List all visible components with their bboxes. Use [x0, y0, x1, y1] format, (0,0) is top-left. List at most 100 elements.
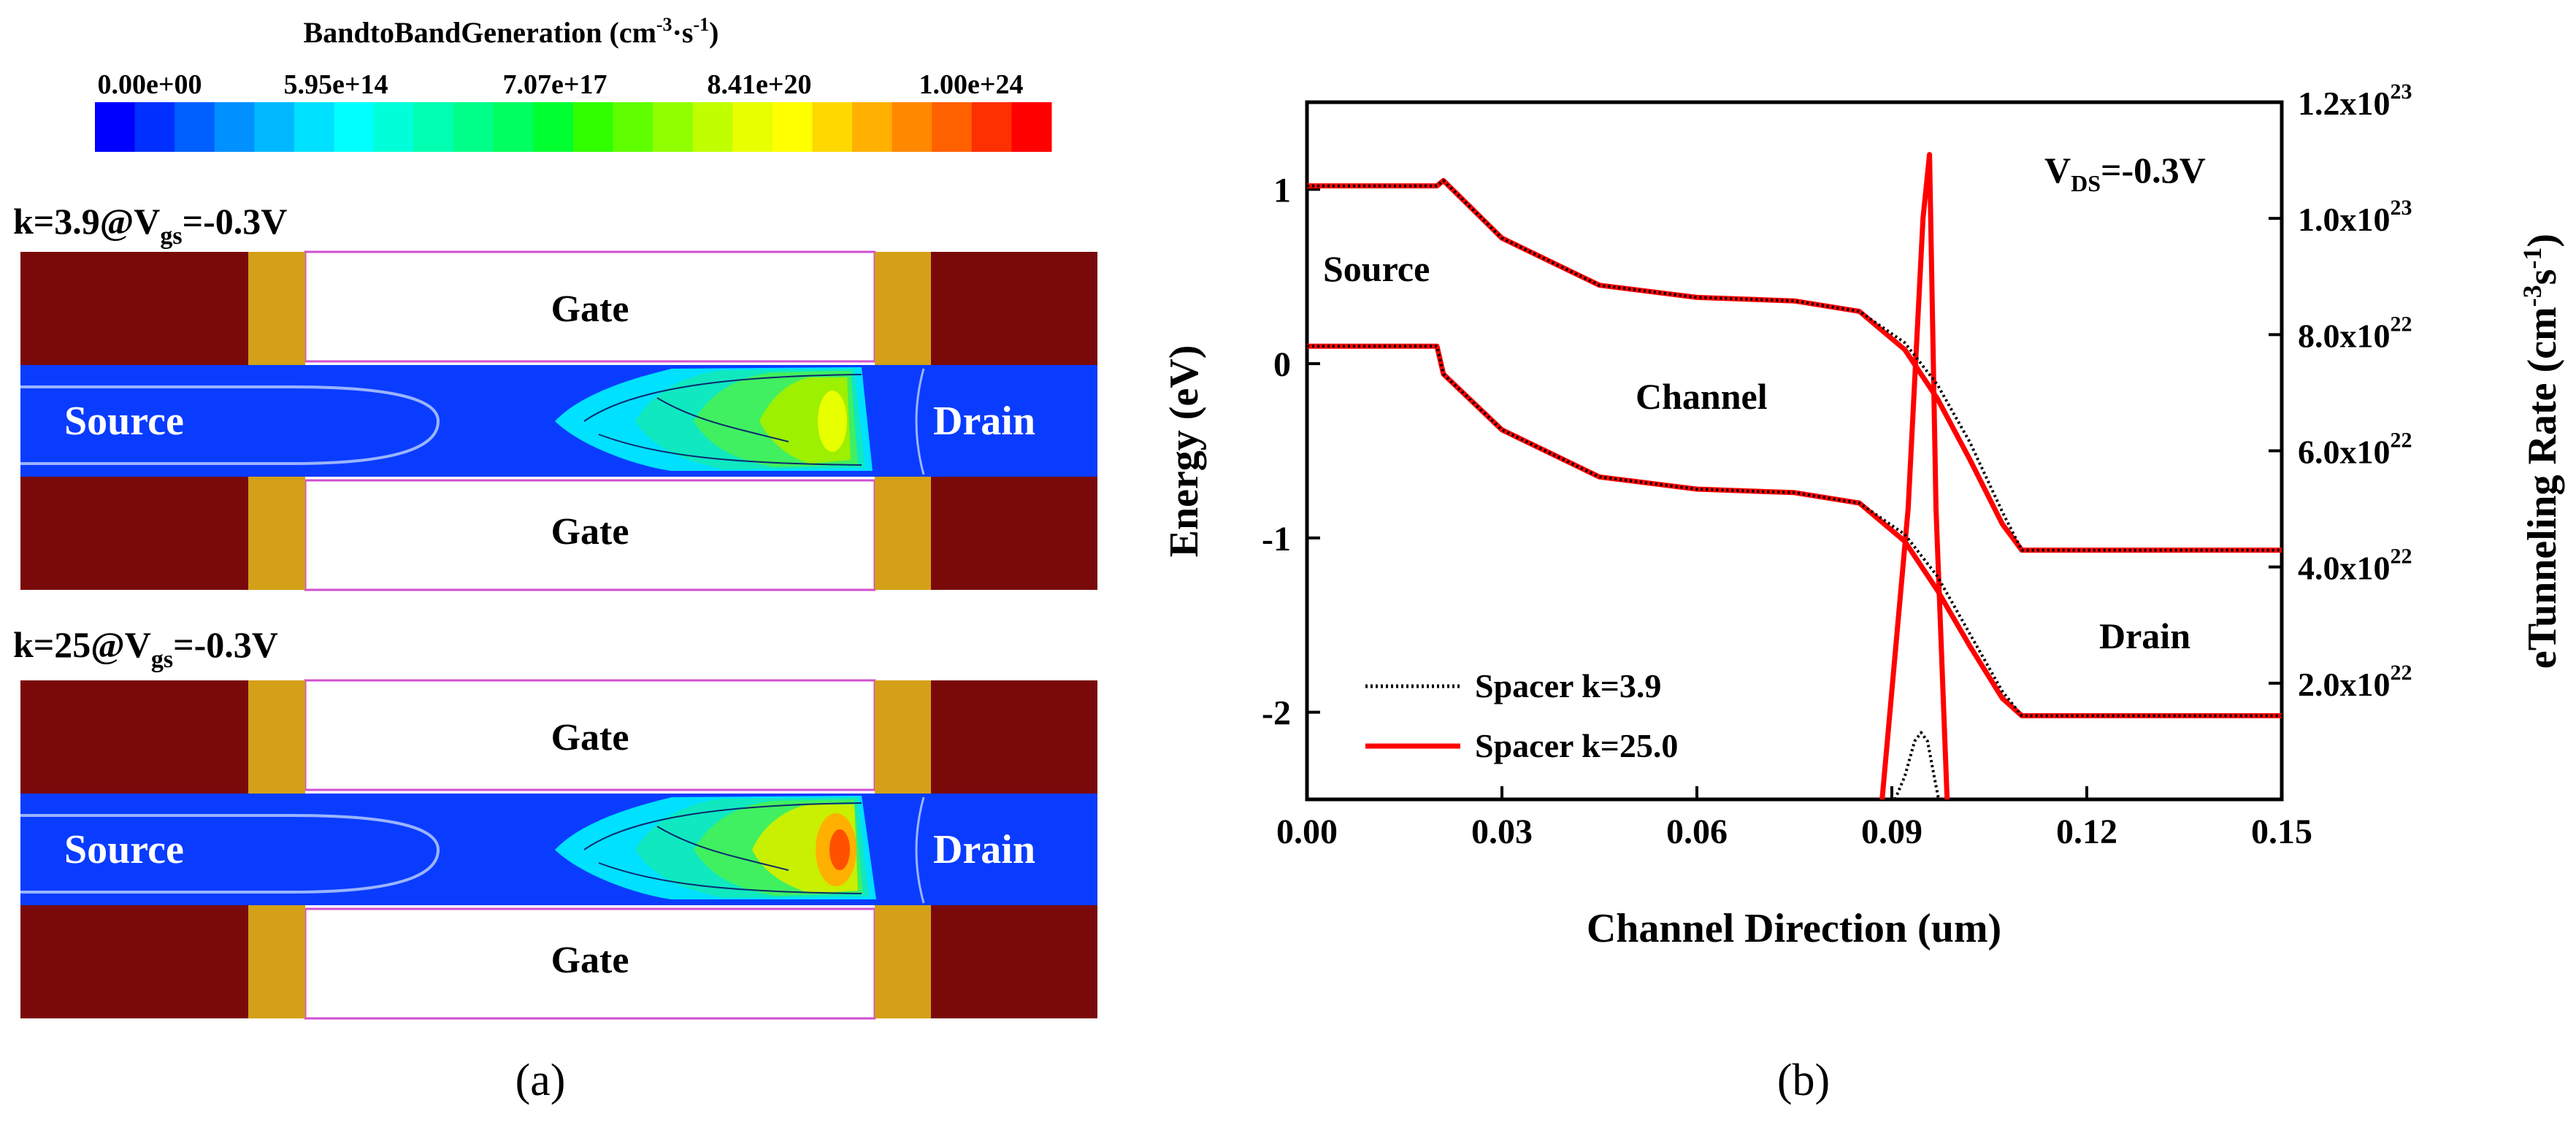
device-label-k39: k=3.9@Vgs=-0.3V: [13, 201, 287, 250]
x-axis-title: Channel Direction (um): [1587, 906, 2001, 951]
y-tick-label: -2: [1262, 694, 1291, 733]
spacer-right-top: [875, 680, 931, 794]
y2-tick-label: 2.0x1022: [2298, 661, 2412, 703]
colorbar-segment: [493, 102, 534, 152]
colorbar-segment: [294, 102, 334, 152]
colorbar-tick-3: 8.41e+20: [707, 69, 811, 100]
colorbar-tick-labels: 0.00e+00 5.95e+14 7.07e+17 8.41e+20 1.00…: [97, 69, 1023, 100]
series-line-k25-Ev: [1307, 343, 2282, 718]
device-label-k25: k=25@Vgs=-0.3V: [13, 624, 278, 673]
colorbar-segment: [1011, 102, 1052, 152]
x-tick-label: 0.00: [1276, 813, 1338, 851]
source-junction-contour: [20, 385, 440, 465]
spacer-left-top: [248, 252, 305, 365]
colorbar-segment: [812, 102, 853, 152]
drain-junction-contour: [915, 368, 925, 475]
colorbar-segment: [413, 102, 454, 152]
y2-tick-label: 4.0x1022: [2298, 545, 2412, 587]
source-contact-top: [20, 680, 248, 794]
colorbar-segment: [772, 102, 813, 152]
btbt-hotspot: [555, 796, 876, 899]
colorbar-segment: [374, 102, 415, 152]
colorbar: [95, 102, 1052, 152]
gate-top-label: Gate: [551, 717, 629, 758]
spacer-right-bottom: [875, 905, 931, 1018]
drain-contact-top: [931, 680, 1097, 794]
y2-axis-title: eTunneling Rate (cm-3s-1): [2518, 234, 2565, 669]
legend-label-k39: Spacer k=3.9: [1475, 667, 1661, 704]
source-contact-bottom: [20, 905, 248, 1018]
gate-bottom-label: Gate: [551, 940, 629, 981]
source-contact-top: [20, 252, 248, 365]
spacer-left-bottom: [248, 905, 305, 1018]
y-axis-title: Energy (eV): [1162, 345, 1207, 558]
x-tick-label: 0.12: [2056, 813, 2117, 851]
panel-b: 0.00 0.03 0.06 0.09 0.12 0.15 1 0 -1 -2 2.0x1022 4.…: [1162, 80, 2565, 1105]
gate-top-region: [304, 250, 876, 363]
source-junction-contour: [20, 814, 440, 894]
device-k25: Gate Gate Source Drain: [20, 679, 1097, 1020]
spacer-left-bottom: [248, 477, 305, 590]
series-line-k39-Ec: [1307, 179, 2282, 552]
colorbar-segment: [95, 102, 136, 152]
colorbar-segment: [134, 102, 175, 152]
drain-contact-bottom: [931, 477, 1097, 590]
source-label: Source: [64, 399, 184, 444]
y-tick-label: -1: [1262, 520, 1291, 558]
colorbar-segment: [453, 102, 494, 152]
btbt-hotspot: [555, 367, 873, 471]
colorbar-tick-4: 1.00e+24: [919, 69, 1023, 100]
drain-contact-bottom: [931, 905, 1097, 1018]
y2-tick-label: 8.0x1022: [2298, 312, 2412, 354]
colorbar-segment: [892, 102, 932, 152]
source-label: Source: [64, 827, 184, 872]
colorbar-segment: [971, 102, 1012, 152]
colorbar-segment: [932, 102, 973, 152]
colorbar-segment: [573, 102, 614, 152]
series-line-k39-Ev: [1307, 345, 2282, 718]
caption-a: (a): [515, 1056, 566, 1105]
y2-tick-label: 6.0x1022: [2298, 429, 2412, 471]
gate-bottom-region: [304, 907, 876, 1020]
colorbar-segment: [334, 102, 375, 152]
x-tick-label: 0.15: [2251, 813, 2312, 851]
colorbar-title: BandtoBandGeneration (cm-3·s-1): [304, 14, 719, 49]
colorbar-segment: [613, 102, 653, 152]
gate-top-label: Gate: [551, 288, 629, 330]
colorbar-segment: [653, 102, 694, 152]
caption-b: (b): [1777, 1056, 1830, 1105]
y2-tick-label: 1.0x1023: [2298, 196, 2412, 238]
source-annotation: Source: [1323, 248, 1430, 289]
drain-contact-top: [931, 252, 1097, 365]
channel-annotation: Channel: [1636, 376, 1768, 417]
y2-tick-label: 1.2x1023: [2298, 80, 2412, 122]
series-line-k25-rate: [1879, 152, 1950, 800]
device-k39: Gate Gate Source Drain: [20, 250, 1097, 591]
colorbar-segment: [692, 102, 733, 152]
spacer-right-top: [875, 252, 931, 365]
gate-bottom-label: Gate: [551, 511, 629, 553]
colorbar-segment: [533, 102, 574, 152]
colorbar-tick-0: 0.00e+00: [97, 69, 202, 100]
colorbar-segment: [175, 102, 215, 152]
x-tick-label: 0.03: [1471, 813, 1533, 851]
legend: Spacer k=3.9 Spacer k=25.0: [1365, 667, 1678, 764]
drain-junction-contour: [915, 796, 925, 904]
gate-top-region: [304, 679, 876, 791]
colorbar-segment: [852, 102, 893, 152]
drain-label: Drain: [933, 827, 1035, 872]
colorbar-segment: [732, 102, 773, 152]
legend-label-k25: Spacer k=25.0: [1475, 727, 1678, 764]
colorbar-tick-2: 7.07e+17: [502, 69, 607, 100]
panel-a: BandtoBandGeneration (cm-3·s-1) 0.00e+00…: [13, 14, 1097, 1105]
axes: 0.00 0.03 0.06 0.09 0.12 0.15 1 0 -1 -2 2.0x1022 4.…: [1262, 80, 2412, 851]
y-tick-label: 1: [1273, 171, 1291, 210]
source-contact-bottom: [20, 477, 248, 590]
x-tick-label: 0.06: [1666, 813, 1728, 851]
colorbar-segment: [254, 102, 295, 152]
series-layer: [1307, 152, 2282, 800]
drain-annotation: Drain: [2099, 615, 2190, 656]
colorbar-tick-1: 5.95e+14: [283, 69, 388, 100]
colorbar-segment: [214, 102, 255, 152]
